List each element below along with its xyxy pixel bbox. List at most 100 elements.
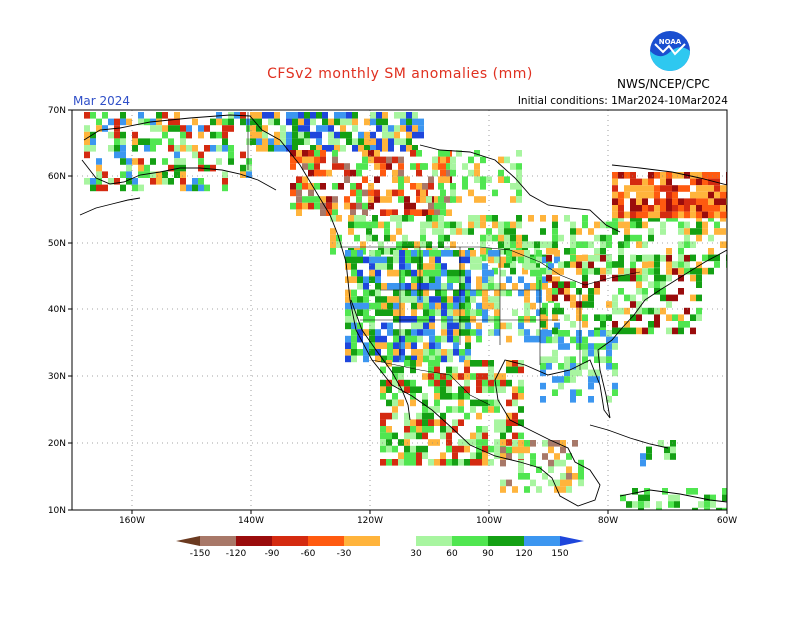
anomaly-cell [240, 118, 246, 126]
anomaly-cell [357, 296, 363, 303]
anomaly-cell [474, 176, 480, 183]
anomaly-cell [376, 118, 382, 126]
anomaly-cell [678, 228, 684, 235]
anomaly-cell [488, 459, 494, 466]
anomaly-cell [351, 322, 357, 330]
anomaly-cell [624, 221, 630, 229]
anomaly-cell [404, 379, 410, 387]
anomaly-cell [393, 289, 399, 297]
anomaly-cell [364, 138, 370, 145]
anomaly-cell [540, 215, 546, 222]
anomaly-cell [320, 169, 326, 177]
anomaly-cell [656, 501, 662, 508]
anomaly-cell [441, 269, 447, 277]
anomaly-cell [542, 440, 548, 447]
anomaly-cell [434, 373, 440, 380]
anomaly-cell [398, 189, 404, 197]
anomaly-cell [370, 112, 376, 119]
anomaly-cell [582, 349, 588, 357]
anomaly-cell [447, 349, 453, 356]
anomaly-cell [410, 209, 416, 216]
anomaly-cell [150, 125, 156, 132]
anomaly-cell [648, 321, 654, 328]
anomaly-cell [411, 276, 417, 283]
anomaly-cell [548, 479, 554, 487]
anomaly-cell [429, 322, 435, 330]
anomaly-cell [180, 145, 186, 152]
anomaly-cell [708, 215, 714, 222]
anomaly-cell [666, 178, 672, 186]
anomaly-cell [384, 248, 390, 255]
anomaly-cell [636, 288, 642, 295]
anomaly-cell [144, 145, 150, 152]
anomaly-cell [298, 118, 304, 126]
anomaly-cell [506, 366, 512, 374]
anomaly-cell [410, 452, 416, 459]
anomaly-cell [375, 329, 381, 336]
anomaly-cell [470, 360, 476, 367]
anomaly-cell [453, 269, 459, 277]
anomaly-cell [470, 316, 476, 323]
anomaly-cell [644, 488, 650, 495]
anomaly-cell [465, 256, 471, 264]
anomaly-cell [636, 215, 642, 222]
anomaly-cell [512, 360, 518, 367]
anomaly-cell [357, 309, 363, 316]
anomaly-cell [516, 215, 522, 222]
anomaly-cell [518, 393, 524, 400]
anomaly-cell [384, 234, 390, 242]
anomaly-cell [708, 254, 714, 262]
anomaly-cell [600, 267, 606, 275]
anomaly-cell [308, 196, 314, 203]
anomaly-cell [126, 164, 132, 172]
anomaly-cell [186, 131, 192, 139]
anomaly-cell [429, 250, 435, 257]
anomaly-cell [168, 138, 174, 145]
anomaly-cell [696, 234, 702, 242]
anomaly-cell [398, 156, 404, 164]
anomaly-cell [678, 261, 684, 268]
anomaly-cell [476, 412, 482, 420]
anomaly-cell [524, 250, 530, 257]
anomaly-cell [351, 276, 357, 283]
anomaly-cell [90, 178, 96, 185]
anomaly-cell [444, 234, 450, 242]
anomaly-cell [459, 309, 465, 316]
anomaly-cell [296, 189, 302, 197]
anomaly-cell [387, 302, 393, 310]
anomaly-cell [440, 169, 446, 177]
anomaly-cell [274, 138, 280, 145]
anomaly-cell [290, 150, 296, 157]
anomaly-cell [506, 412, 512, 420]
anomaly-cell [510, 163, 516, 170]
anomaly-cell [162, 112, 168, 119]
anomaly-cell [518, 459, 524, 467]
anomaly-cell [506, 419, 512, 426]
anomaly-cell [84, 125, 90, 132]
anomaly-cell [180, 171, 186, 178]
anomaly-cell [162, 131, 168, 139]
anomaly-cell [387, 322, 393, 330]
anomaly-cell [708, 211, 714, 219]
anomaly-cell [322, 125, 328, 132]
anomaly-cell [411, 355, 417, 363]
anomaly-cell [410, 432, 416, 440]
anomaly-cell [600, 234, 606, 242]
anomaly-cell [576, 268, 582, 275]
anomaly-cell [564, 330, 570, 337]
anomaly-cell [162, 158, 168, 165]
anomaly-cell [690, 178, 696, 186]
anomaly-cell [381, 256, 387, 264]
anomaly-cell [447, 269, 453, 277]
anomaly-cell [612, 327, 618, 335]
anomaly-cell [316, 131, 322, 139]
anomaly-cell [417, 335, 423, 343]
anomaly-cell [446, 156, 452, 164]
latitude-labels: 70N 60N 50N 40N 30N 20N 10N [48, 106, 66, 516]
anomaly-cell [600, 314, 606, 321]
anomaly-cell [398, 379, 404, 387]
anomaly-cell [386, 386, 392, 393]
anomaly-cell [350, 183, 356, 190]
anomaly-cell [168, 164, 174, 172]
anomaly-cell [470, 432, 476, 440]
